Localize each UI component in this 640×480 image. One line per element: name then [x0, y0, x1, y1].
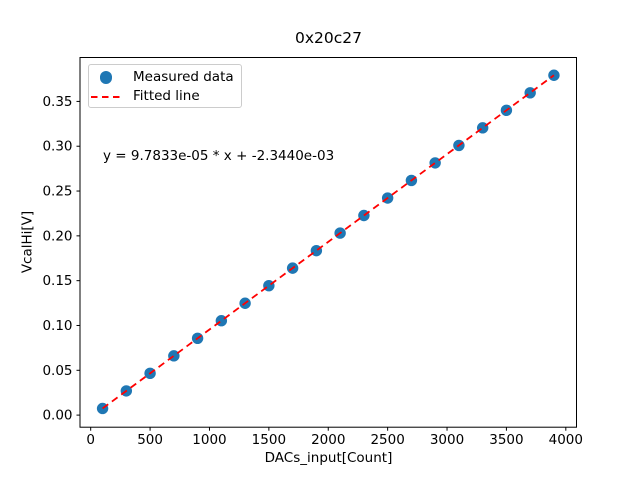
x-tick-label: 2000 [311, 432, 345, 448]
y-axis-label: VcalHi[V] [19, 210, 36, 274]
fit-equation-annotation: y = 9.7833e-05 * x + -2.3440e-03 [103, 148, 335, 164]
x-axis-label: DACs_input[Count] [264, 450, 393, 466]
fitted-line [102, 74, 555, 410]
legend-label-fitted-line: Fitted line [133, 87, 200, 104]
fitted-line-marker-swatch [91, 95, 121, 98]
x-tick-label: 2500 [370, 432, 404, 448]
x-tick-label: 1000 [192, 432, 226, 448]
legend-item-fitted-line: Fitted line [91, 87, 241, 106]
y-tick-label: 0.05 [42, 363, 72, 379]
x-tick-label: 4000 [549, 432, 583, 448]
chart-title: 0x20c27 [294, 29, 362, 47]
y-tick-label: 0.30 [42, 139, 72, 155]
y-tick-label: 0.00 [42, 408, 72, 424]
x-tick-label: 1500 [252, 432, 286, 448]
measured-data-marker-swatch [91, 71, 121, 84]
legend-label-measured-data: Measured data [133, 68, 234, 85]
y-tick-label: 0.25 [42, 184, 72, 200]
y-tick-label: 0.10 [42, 318, 72, 334]
legend-item-measured-data: Measured data [91, 68, 241, 87]
y-tick-label: 0.15 [42, 273, 72, 289]
x-tick-label: 500 [137, 432, 163, 448]
axes-frame [79, 57, 577, 428]
y-tick-label: 0.35 [42, 94, 72, 110]
x-tick-label: 3000 [430, 432, 464, 448]
x-tick-label: 3500 [489, 432, 523, 448]
legend: Measured data Fitted line [88, 64, 242, 108]
dashed-line-icon [91, 95, 121, 98]
scatter-marker-icon [99, 71, 113, 84]
x-tick-label: 0 [86, 432, 95, 448]
y-tick-label: 0.20 [42, 228, 72, 244]
